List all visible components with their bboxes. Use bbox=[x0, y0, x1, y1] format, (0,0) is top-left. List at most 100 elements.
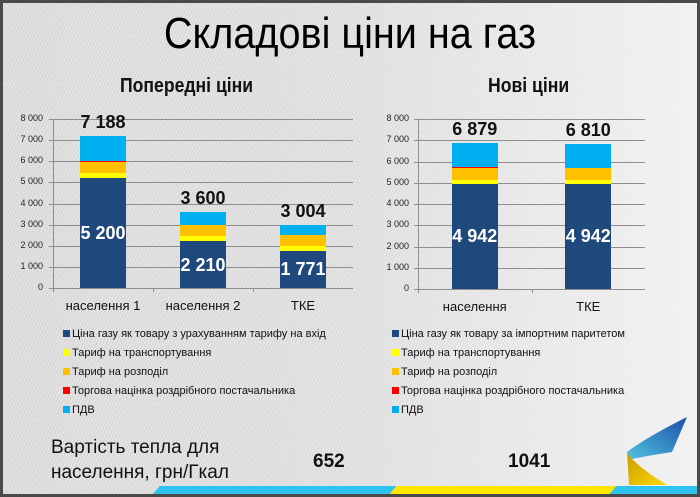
heat-cost-label: Вартість тепла для населення, грн/Гкал bbox=[51, 435, 229, 485]
bar-segment bbox=[180, 225, 226, 237]
y-tick-label: 0 bbox=[403, 283, 409, 293]
legend-swatch bbox=[63, 406, 70, 413]
legend-item-margin: Торгова націнка роздрібного постачальник… bbox=[392, 381, 625, 400]
legend-item-vat: ПДВ bbox=[63, 400, 326, 419]
y-tick-label: 1 000 bbox=[20, 260, 43, 271]
y-tick-label: 7 000 bbox=[20, 134, 43, 145]
stacked-bar[interactable] bbox=[280, 224, 326, 288]
y-tick-label: 3 000 bbox=[20, 218, 43, 229]
y-tick-label: 0 bbox=[37, 282, 43, 292]
bar-segment bbox=[565, 144, 612, 169]
gridline bbox=[414, 225, 645, 227]
legend-swatch bbox=[63, 387, 70, 394]
stacked-bar[interactable] bbox=[80, 136, 126, 288]
legend-swatch bbox=[392, 406, 399, 413]
gridline bbox=[414, 267, 645, 269]
bar-base-value-label: 2 210 bbox=[180, 254, 226, 275]
legend-label: Ціна газу як товару за імпортним паритет… bbox=[401, 327, 625, 340]
bar-segment bbox=[280, 245, 326, 251]
y-tick-label: 5 000 bbox=[20, 176, 43, 187]
x-axis-label: населення bbox=[442, 299, 507, 314]
y-tick-label: 7 000 bbox=[386, 134, 409, 145]
y-tick-label: 2 000 bbox=[386, 240, 409, 251]
bar-segment bbox=[280, 250, 326, 288]
x-axis-label: населення 1 bbox=[65, 298, 141, 313]
bar-segment bbox=[180, 224, 226, 226]
stacked-bar[interactable] bbox=[180, 211, 226, 288]
right-bar-chart: 8 000 7 000 6 000 5 000 4 000 3 000 2 000 1 000… bbox=[3, 3, 697, 314]
bar-segment bbox=[451, 142, 498, 168]
left-chart-title: Попередні ціни bbox=[120, 75, 254, 97]
gridline bbox=[414, 119, 645, 120]
legend-label: Тариф на розподіл bbox=[72, 365, 169, 378]
bar-segment bbox=[451, 167, 498, 169]
bar-base-value-label: 4 942 bbox=[452, 226, 498, 247]
legend-item-margin: Торгова націнка роздрібного постачальник… bbox=[63, 381, 326, 400]
stacked-bar[interactable] bbox=[565, 144, 612, 289]
gridline bbox=[49, 161, 353, 163]
heat-cost-new-value: 1041 bbox=[508, 451, 551, 472]
bar-segment bbox=[280, 224, 326, 236]
y-tick-label: 8 000 bbox=[386, 113, 409, 123]
legend-label: Ціна газу як товару з урахуванням тарифу… bbox=[72, 327, 326, 340]
heat-cost-label-line2: населення, грн/Гкал bbox=[51, 462, 229, 483]
bar-segment bbox=[180, 211, 226, 225]
bar-segment bbox=[280, 235, 326, 246]
legend-label: Торгова націнка роздрібного постачальник… bbox=[401, 384, 625, 397]
legend-item-distribution: Тариф на розподіл bbox=[63, 362, 326, 381]
bar-base-value-label: 4 942 bbox=[565, 226, 611, 247]
bar-segment bbox=[565, 179, 612, 184]
gridline bbox=[414, 161, 645, 163]
right-chart-title: Нові ціни bbox=[488, 75, 570, 97]
bar-segment bbox=[565, 168, 612, 180]
legend-label: Торгова націнка роздрібного постачальник… bbox=[72, 384, 296, 397]
bar-segment bbox=[80, 136, 126, 162]
y-tick-label: 2 000 bbox=[20, 239, 43, 250]
legend-swatch bbox=[63, 330, 70, 337]
x-axis-tick bbox=[531, 289, 533, 293]
bar-segment bbox=[80, 162, 126, 173]
x-axis-label: ТКЕ bbox=[290, 298, 316, 313]
stacked-bar[interactable] bbox=[451, 142, 498, 289]
y-tick-label: 1 000 bbox=[386, 261, 409, 272]
legend-label: Тариф на розподіл bbox=[401, 365, 498, 378]
gridline bbox=[49, 119, 353, 120]
bar-segment bbox=[451, 179, 498, 184]
bar-total-label: 7 188 bbox=[80, 112, 126, 133]
gridline bbox=[414, 182, 645, 184]
bar-segment bbox=[451, 168, 498, 180]
legend-swatch bbox=[392, 368, 399, 375]
bar-total-label: 3 004 bbox=[280, 200, 326, 221]
x-axis-label: населення 2 bbox=[165, 298, 241, 313]
gridline bbox=[414, 289, 645, 290]
y-tick-label: 8 000 bbox=[20, 113, 43, 123]
legend-item-gas: Ціна газу як товару за імпортним паритет… bbox=[392, 324, 625, 343]
legend-label: ПДВ bbox=[401, 403, 424, 416]
legend-swatch bbox=[392, 330, 399, 337]
bar-segment bbox=[451, 183, 498, 289]
gridline bbox=[414, 246, 645, 248]
ukraine-ribbon-logo-icon bbox=[627, 417, 687, 485]
gridline bbox=[49, 288, 353, 289]
x-axis-tick bbox=[153, 288, 154, 292]
legend-item-gas: Ціна газу як товару з урахуванням тарифу… bbox=[63, 324, 326, 343]
bar-total-label: 6 810 bbox=[565, 120, 611, 141]
y-axis-line bbox=[53, 119, 54, 292]
gridline bbox=[414, 204, 645, 205]
legend-item-transport: Тариф на транспортування bbox=[392, 343, 625, 362]
y-axis-line bbox=[418, 119, 419, 293]
bar-segment bbox=[180, 241, 226, 288]
bar-segment bbox=[80, 161, 126, 163]
y-tick-label: 3 000 bbox=[386, 219, 409, 230]
legend-item-distribution: Тариф на розподіл bbox=[392, 362, 625, 381]
legend-swatch bbox=[392, 349, 399, 356]
bar-segment bbox=[80, 178, 126, 288]
legend-label: Тариф на транспортування bbox=[401, 346, 541, 359]
heat-cost-label-line1: Вартість тепла для bbox=[51, 437, 220, 458]
y-tick-label: 6 000 bbox=[20, 155, 43, 166]
right-legend: Ціна газу як товару за імпортним паритет… bbox=[392, 324, 625, 419]
y-tick-label: 6 000 bbox=[386, 155, 409, 166]
bar-total-label: 3 600 bbox=[180, 187, 226, 208]
left-bar-chart: 8 000 7 000 6 000 5 000 4 000 3 000 2 000 1 000… bbox=[3, 3, 363, 313]
gridline bbox=[49, 182, 353, 184]
